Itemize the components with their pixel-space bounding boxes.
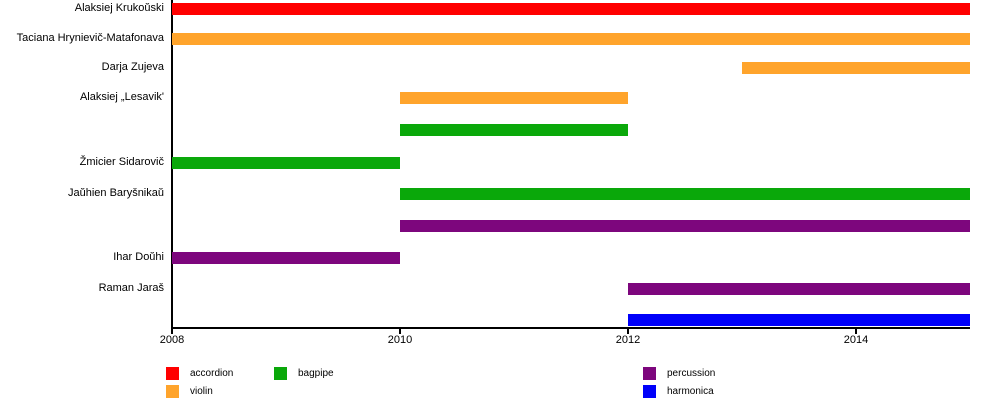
timeline-bar-violin (400, 92, 628, 104)
x-axis-line (171, 327, 970, 329)
x-axis-tick (171, 329, 173, 334)
timeline-bar-violin (742, 62, 970, 74)
legend-swatch-bagpipe (274, 367, 287, 380)
x-axis-tick (855, 329, 857, 334)
legend-swatch-harmonica (643, 385, 656, 398)
x-axis-tick (399, 329, 401, 334)
timeline-bar-bagpipe (172, 157, 400, 169)
timeline-bar-violin (172, 33, 970, 45)
member-name-label: Jaŭhien Baryšnikaŭ (67, 187, 164, 199)
timeline-bar-bagpipe (400, 124, 628, 136)
legend-label: bagpipe (298, 368, 334, 379)
timeline-bar-percussion (400, 220, 970, 232)
x-axis-tick-label: 2014 (843, 334, 869, 346)
timeline-bar-bagpipe (400, 188, 970, 200)
legend-label: accordion (190, 368, 234, 379)
x-axis-tick (627, 329, 629, 334)
legend-swatch-accordion (166, 367, 179, 380)
member-name-label: Taciana Hrynievič-Matafonava (16, 32, 164, 44)
member-name-label: Žmicier Sidarovič (79, 156, 164, 168)
member-name-label: Alaksiej „Lesavik' (79, 91, 164, 103)
legend-swatch-percussion (643, 367, 656, 380)
legend-swatch-violin (166, 385, 179, 398)
x-axis-tick-label: 2008 (159, 334, 185, 346)
timeline-bar-harmonica (628, 314, 970, 326)
member-name-label: Ihar Doŭhi (113, 251, 164, 263)
legend-label: violin (190, 386, 213, 397)
legend-label: percussion (667, 368, 716, 379)
member-name-label: Raman Jaraš (98, 282, 164, 294)
x-axis-tick-label: 2012 (615, 334, 641, 346)
member-name-label: Alaksiej Krukoŭski (74, 2, 164, 14)
legend-label: harmonica (667, 386, 714, 397)
member-name-label: Darja Zujeva (101, 61, 164, 73)
timeline-bar-accordion (172, 3, 970, 15)
timeline-bar-percussion (172, 252, 400, 264)
timeline-bar-percussion (628, 283, 970, 295)
x-axis-tick-label: 2010 (387, 334, 413, 346)
